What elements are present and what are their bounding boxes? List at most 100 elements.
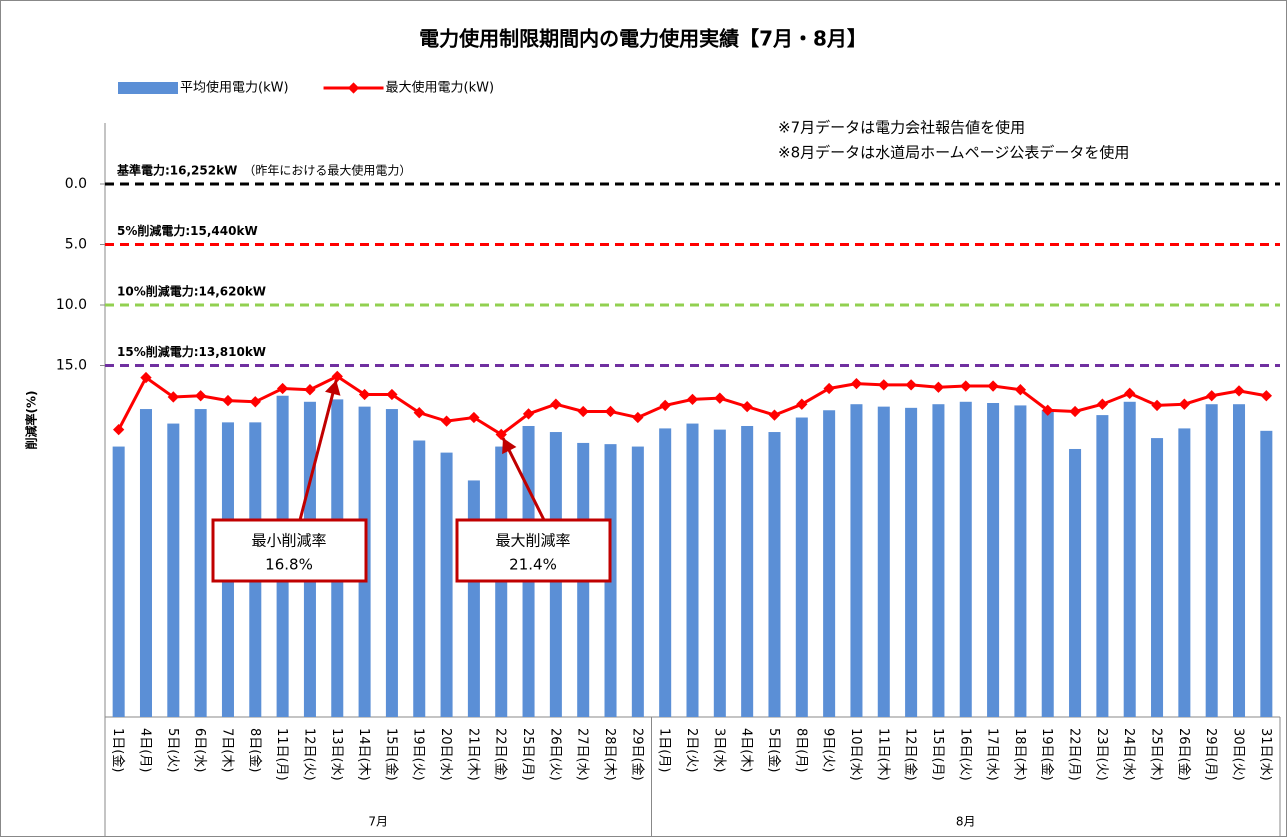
legend-item: 平均使用電力(kW) (118, 80, 289, 96)
legend-label: 平均使用電力(kW) (180, 80, 289, 96)
x-tick-label: 26日(金) (1176, 728, 1192, 781)
annotation-arrowhead (325, 380, 341, 396)
x-tick-label: 4日(木) (739, 728, 754, 772)
line-marker (659, 399, 671, 412)
x-tick-label: 13日(水) (329, 728, 344, 781)
x-tick-label: 10日(水) (848, 728, 863, 781)
bar (877, 406, 890, 717)
bar (112, 446, 125, 717)
x-tick-label: 23日(火) (1094, 728, 1109, 781)
reference-note: （昨年における最大使用電力） (243, 162, 411, 177)
line-marker (932, 381, 945, 393)
x-tick-label: 9日(火) (821, 728, 836, 772)
y-tick-label: 0.0 (65, 176, 87, 192)
line-marker (741, 400, 753, 413)
bar (823, 410, 836, 717)
x-tick-label: 29日(金) (629, 728, 645, 781)
line-marker (905, 379, 917, 391)
bar (768, 432, 781, 717)
annotation-title: 最大削減率 (495, 532, 570, 550)
line-marker (1069, 405, 1081, 418)
line-marker (604, 405, 617, 418)
line-marker (632, 411, 644, 424)
line-marker (1124, 387, 1136, 399)
x-tick-label: 1日(月) (657, 728, 672, 772)
annotation-value: 21.4% (509, 556, 557, 574)
line-marker (823, 382, 835, 395)
reference-label: 基準電力:16,252kW (116, 162, 237, 177)
annotation-value: 16.8% (265, 556, 313, 574)
x-tick-label: 15日(金) (383, 728, 399, 781)
bar (932, 404, 945, 717)
x-tick-label: 8日(月) (793, 728, 808, 772)
line-marker (1096, 398, 1109, 410)
note: ※8月データは水道局ホームページ公表データを使用 (778, 144, 1129, 162)
line-marker (276, 382, 289, 395)
bar (659, 428, 672, 717)
bar (1041, 410, 1054, 717)
bar (795, 417, 808, 717)
y-tick-label: 15.0 (56, 357, 87, 373)
x-tick-label: 27日(水) (575, 728, 590, 781)
annotation-arrow (501, 437, 546, 521)
line-marker (960, 380, 972, 392)
line-marker (850, 377, 863, 390)
x-tick-label: 19日(金) (1039, 728, 1055, 781)
x-tick-label: 2日(火) (684, 728, 699, 772)
bar (139, 409, 152, 717)
x-tick-label: 7日(木) (219, 728, 234, 772)
line-marker (1178, 398, 1191, 410)
x-tick-label: 22日(金) (493, 728, 509, 781)
line-marker (878, 379, 890, 391)
line-marker (1260, 390, 1272, 402)
x-tick-label: 20日(水) (438, 728, 453, 781)
bar (987, 402, 1000, 717)
line-marker (1042, 404, 1054, 416)
line-marker (249, 396, 261, 408)
bar (440, 452, 453, 717)
y-axis-label: 削減率(%) (24, 391, 39, 450)
x-tick-label: 17日(水) (985, 728, 1000, 781)
bar (1123, 401, 1136, 717)
y-tick-label: 10.0 (56, 297, 87, 313)
x-tick-label: 26日(火) (547, 728, 562, 781)
note: ※7月データは電力会社報告値を使用 (778, 119, 1025, 137)
x-tick-label: 22日(月) (1067, 728, 1082, 781)
x-tick-label: 6日(水) (192, 728, 207, 772)
bar (385, 409, 398, 717)
x-tick-label: 4日(月) (137, 728, 152, 772)
bar (1260, 430, 1273, 717)
line-marker (331, 370, 343, 383)
x-tick-label: 5日(火) (165, 728, 180, 772)
x-tick-label: 1日(金) (110, 728, 126, 772)
annotation-box (455, 518, 612, 583)
line-marker (413, 407, 425, 419)
x-tick-label: 11日(月) (274, 728, 289, 781)
line-marker (440, 415, 453, 427)
bar (467, 480, 480, 717)
legend-swatch (118, 82, 178, 94)
y-tick-label: 5.0 (65, 236, 87, 252)
bar (1069, 448, 1082, 717)
bar (905, 407, 918, 717)
line-marker (222, 394, 234, 407)
line-marker (686, 393, 699, 406)
x-tick-label: 25日(木) (1149, 728, 1164, 781)
x-tick-label: 12日(金) (903, 728, 919, 781)
line-marker (167, 391, 179, 403)
bar (413, 440, 426, 717)
reference-label: 15%削減電力:13,810kW (117, 344, 266, 359)
chart-title: 電力使用制限期間内の電力使用実績【7月・8月】 (419, 27, 867, 51)
x-tick-label: 16日(火) (957, 728, 972, 781)
x-tick-label: 29日(月) (1203, 728, 1218, 781)
group-label: 8月 (956, 815, 976, 829)
bar (686, 423, 699, 717)
line-marker (577, 405, 589, 418)
line-marker (495, 428, 507, 441)
x-tick-label: 14日(木) (356, 728, 371, 781)
annotation-arrowhead (502, 438, 517, 455)
line-marker (1206, 390, 1218, 402)
legend-item: 最大使用電力(kW) (323, 80, 494, 96)
x-tick-label: 21日(木) (465, 728, 480, 781)
